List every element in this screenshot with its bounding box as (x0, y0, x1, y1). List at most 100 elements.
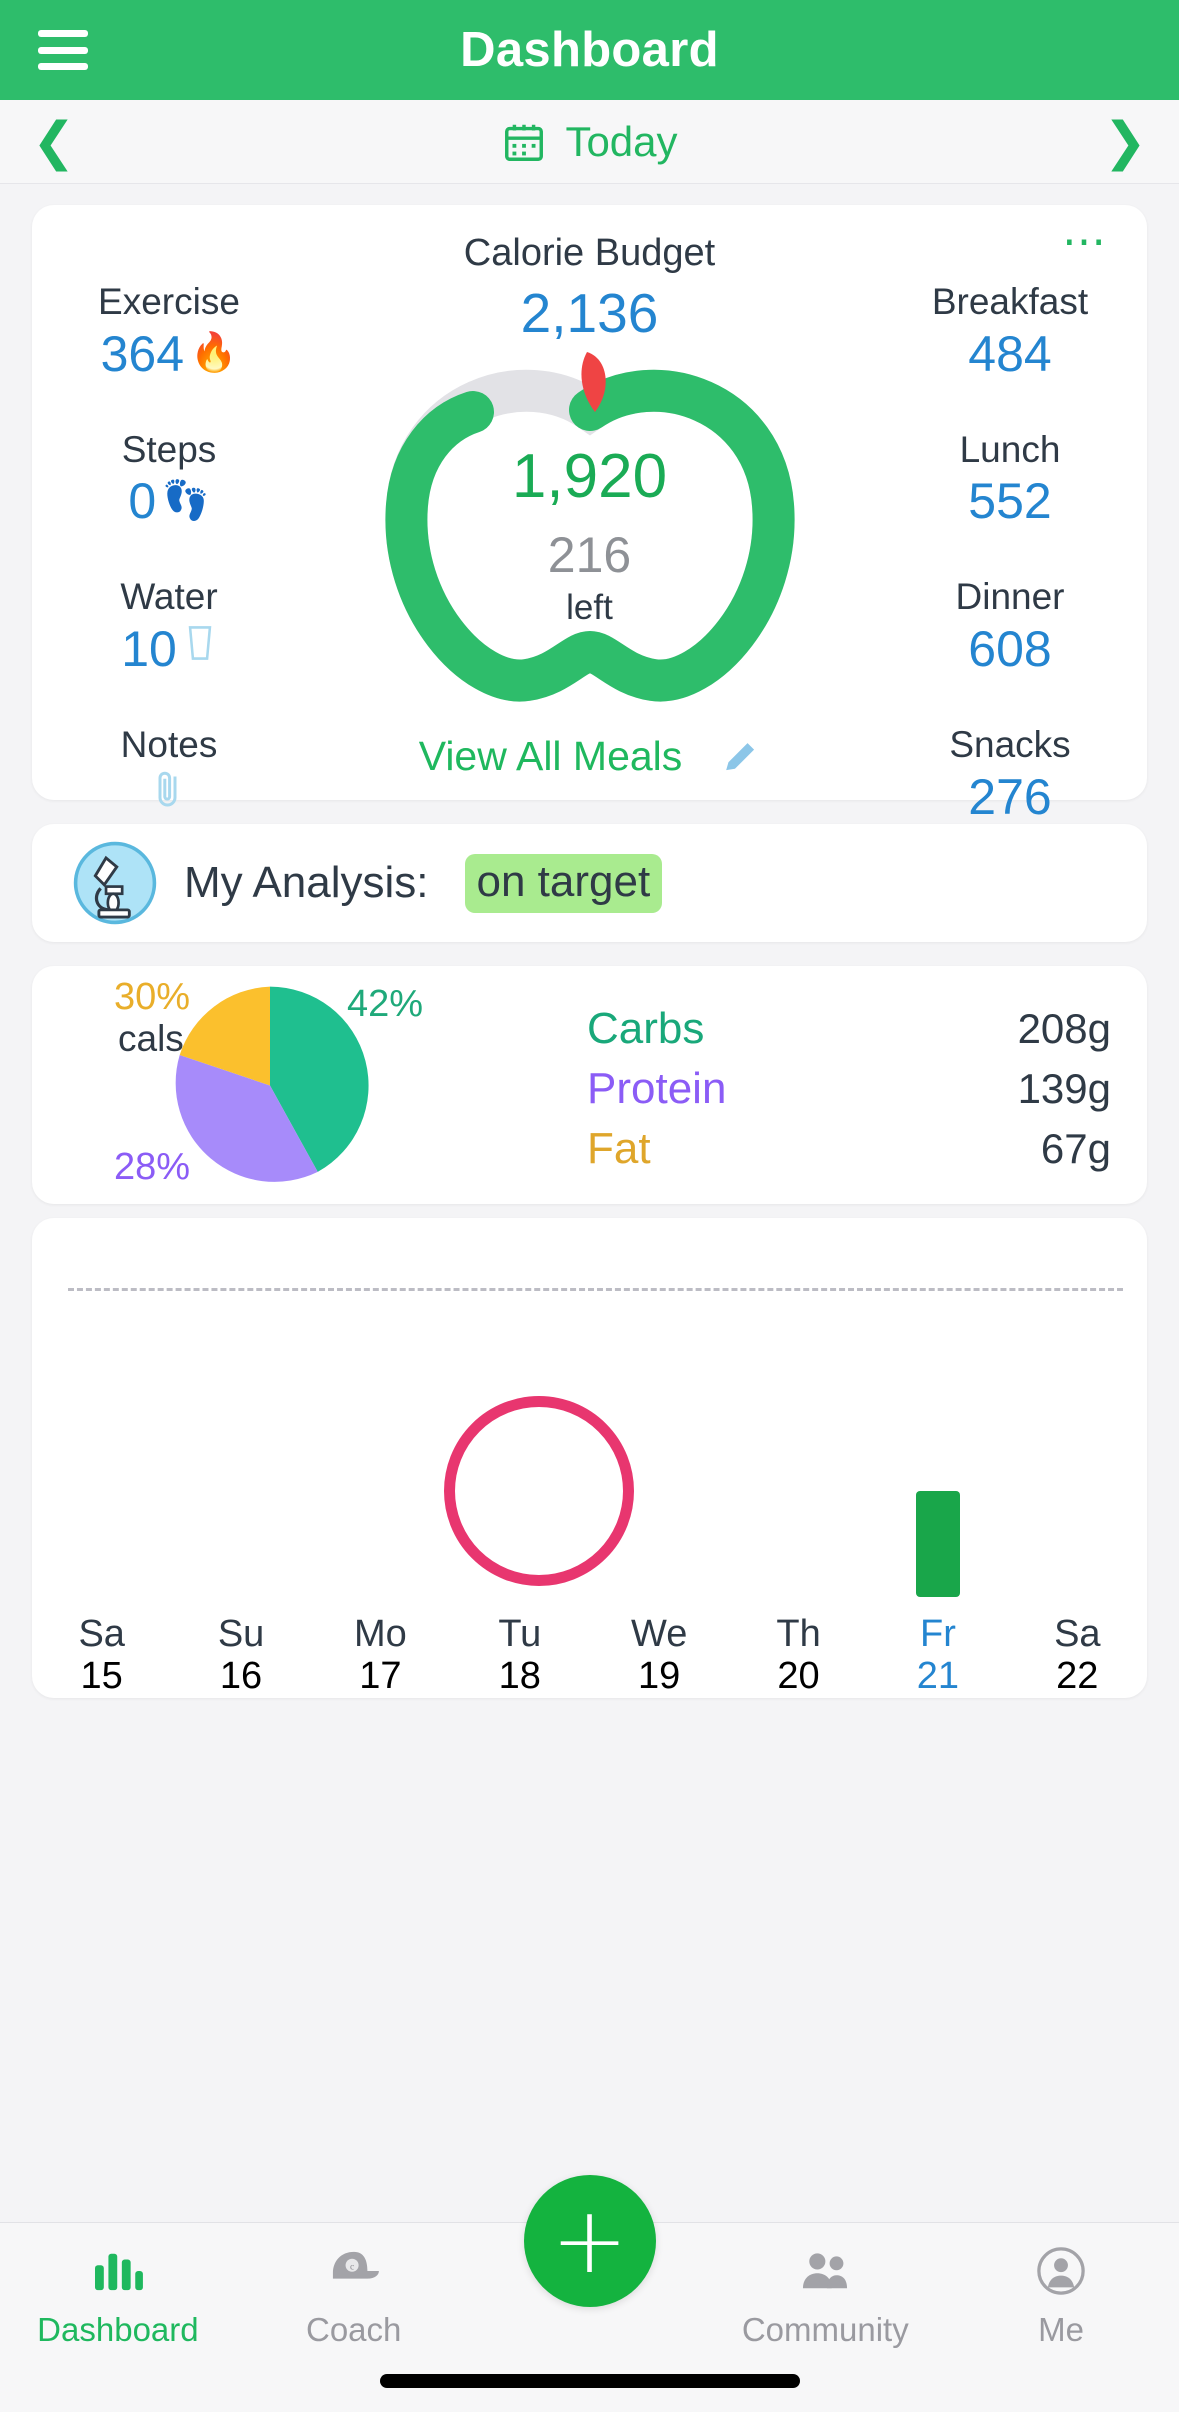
date-selector[interactable]: Today (501, 117, 678, 166)
week-day-label: Su (217, 1612, 265, 1655)
tab-label: Community (741, 2311, 909, 2348)
macro-value: 67g (1040, 1125, 1111, 1172)
stat-label: Lunch (959, 428, 1061, 470)
week-col[interactable]: Th 20 (729, 1288, 868, 1698)
week-day-label: Sa (1054, 1612, 1101, 1655)
macro-pie-chart: 30% cals 42% 28% (32, 966, 512, 1204)
stat-dinner[interactable]: Dinner 608 (885, 575, 1135, 679)
stat-lunch[interactable]: Lunch 552 (885, 428, 1135, 532)
week-date-label: 21 (916, 1655, 960, 1698)
analysis-row: My Analysis: on target (32, 824, 1147, 942)
page-title: Dashboard (460, 23, 719, 77)
week-date-label: 20 (777, 1655, 820, 1698)
pie-label-protein: 28% (114, 1146, 191, 1188)
week-day-label: Sa (78, 1612, 125, 1655)
stat-number: 10 (121, 620, 177, 677)
macro-value: 208g (1017, 1005, 1111, 1052)
macro-value: 139g (1017, 1065, 1111, 1112)
week-col[interactable]: Tu 18 (450, 1288, 589, 1698)
week-col[interactable]: Sa 22 (1008, 1288, 1147, 1698)
flame-icon: 🔥 (190, 331, 238, 374)
footprints-icon: 👣 (162, 479, 210, 522)
stat-value: 364 🔥 (44, 324, 294, 384)
tab-coach[interactable]: c Coach (236, 2245, 472, 2349)
macro-row-protein: Protein 139g (587, 1064, 1111, 1114)
goal-line (68, 1288, 1123, 1291)
ellipsis-icon[interactable]: ⋯ (1062, 217, 1109, 266)
weekly-chart-card[interactable]: Sa 15 Su 16 Mo 17 Tu 18 We 19 (32, 1218, 1147, 1698)
stat-number: 552 (968, 473, 1052, 530)
stat-snacks[interactable]: Snacks 276 (885, 723, 1135, 827)
week-date-label: 22 (1056, 1655, 1099, 1698)
stat-label: Steps (121, 428, 217, 470)
status-badge: on target (464, 853, 663, 913)
current-date-label: Today (565, 117, 678, 165)
stat-number: 484 (968, 325, 1052, 382)
stat-notes[interactable]: Notes (44, 723, 294, 824)
week-date-label: 17 (359, 1655, 402, 1698)
microscope-icon (72, 840, 158, 926)
tab-me[interactable]: Me (943, 2245, 1179, 2349)
chevron-left-icon[interactable]: ❮ (32, 111, 76, 172)
my-analysis-card[interactable]: My Analysis: on target (32, 824, 1147, 942)
week-col[interactable]: Fr 21 (868, 1288, 1007, 1698)
view-all-meals-button[interactable]: View All Meals (419, 733, 761, 780)
weekly-bars: Sa 15 Su 16 Mo 17 Tu 18 We 19 (32, 1288, 1147, 1698)
app-header: Dashboard (0, 0, 1179, 100)
stat-label: Notes (120, 723, 218, 765)
calorie-budget-label: Calorie Budget (463, 232, 716, 274)
week-day-label: We (631, 1612, 688, 1655)
week-date-label: 18 (498, 1655, 541, 1698)
stat-exercise[interactable]: Exercise 364 🔥 (44, 280, 294, 384)
stat-breakfast[interactable]: Breakfast 484 (885, 280, 1135, 384)
pie-svg (175, 986, 369, 1182)
week-day-label: Tu (498, 1612, 542, 1655)
bottom-tab-bar: Dashboard c Coach + (0, 2175, 1179, 2412)
apple-stem-icon (580, 352, 606, 412)
macronutrient-card[interactable]: 30% cals 42% 28% Carbs 208g Protein 139g… (32, 966, 1147, 1204)
week-date-label: 15 (80, 1655, 123, 1698)
cap-icon: c (323, 2245, 385, 2297)
stat-number: 0 (128, 473, 157, 530)
macro-name: Carbs (587, 1004, 705, 1053)
macro-name: Protein (587, 1064, 727, 1113)
week-col[interactable]: We 19 (590, 1288, 729, 1698)
calorie-budget-card: Calorie Budget 2,136 ⋯ Exercise 364 🔥 St… (32, 205, 1147, 825)
calorie-progress-ring: 1,920 216 left (375, 352, 805, 702)
macro-name: Fat (587, 1124, 651, 1173)
pencil-icon[interactable] (720, 737, 760, 777)
chevron-right-icon[interactable]: ❯ (1103, 111, 1147, 172)
macro-row-carbs: Carbs 208g (587, 1004, 1111, 1054)
stat-steps[interactable]: Steps 0 👣 (44, 428, 294, 532)
week-col[interactable]: Su 16 (171, 1288, 310, 1698)
stat-label: Exercise (98, 281, 240, 322)
stat-label: Water (120, 576, 218, 618)
macro-legend: Carbs 208g Protein 139g Fat 67g (587, 1004, 1147, 1184)
stat-number: 276 (968, 768, 1052, 825)
stat-value: 0 👣 (44, 471, 294, 531)
hamburger-menu-icon[interactable] (38, 30, 88, 70)
right-stats-column: Breakfast 484 Lunch 552 Dinner 608 Snack… (885, 280, 1135, 871)
stat-value (44, 767, 294, 825)
add-entry-fab[interactable]: + (523, 2175, 656, 2307)
week-col[interactable]: Sa 15 (32, 1288, 171, 1698)
stat-value: 484 (885, 324, 1135, 384)
tab-community[interactable]: Community (707, 2245, 943, 2349)
svg-text:c: c (350, 2262, 354, 2273)
week-day-label: Mo (354, 1612, 407, 1655)
week-col[interactable]: Mo 17 (311, 1288, 450, 1698)
stat-number: 364 (100, 325, 185, 382)
week-date-label: 19 (638, 1655, 681, 1698)
tab-label: Dashboard (37, 2311, 199, 2348)
calorie-budget-value: 2,136 (520, 282, 659, 344)
stat-number: 608 (968, 620, 1052, 677)
stat-value: 10 (44, 619, 294, 679)
stat-value: 276 (885, 767, 1135, 827)
left-stats-column: Exercise 364 🔥 Steps 0 👣 Water 10 (44, 280, 294, 868)
stat-water[interactable]: Water 10 (44, 575, 294, 679)
tab-label: Coach (306, 2311, 402, 2348)
macro-row-fat: Fat 67g (587, 1124, 1111, 1174)
stat-label: Breakfast (931, 281, 1089, 322)
tab-dashboard[interactable]: Dashboard (0, 2245, 236, 2349)
